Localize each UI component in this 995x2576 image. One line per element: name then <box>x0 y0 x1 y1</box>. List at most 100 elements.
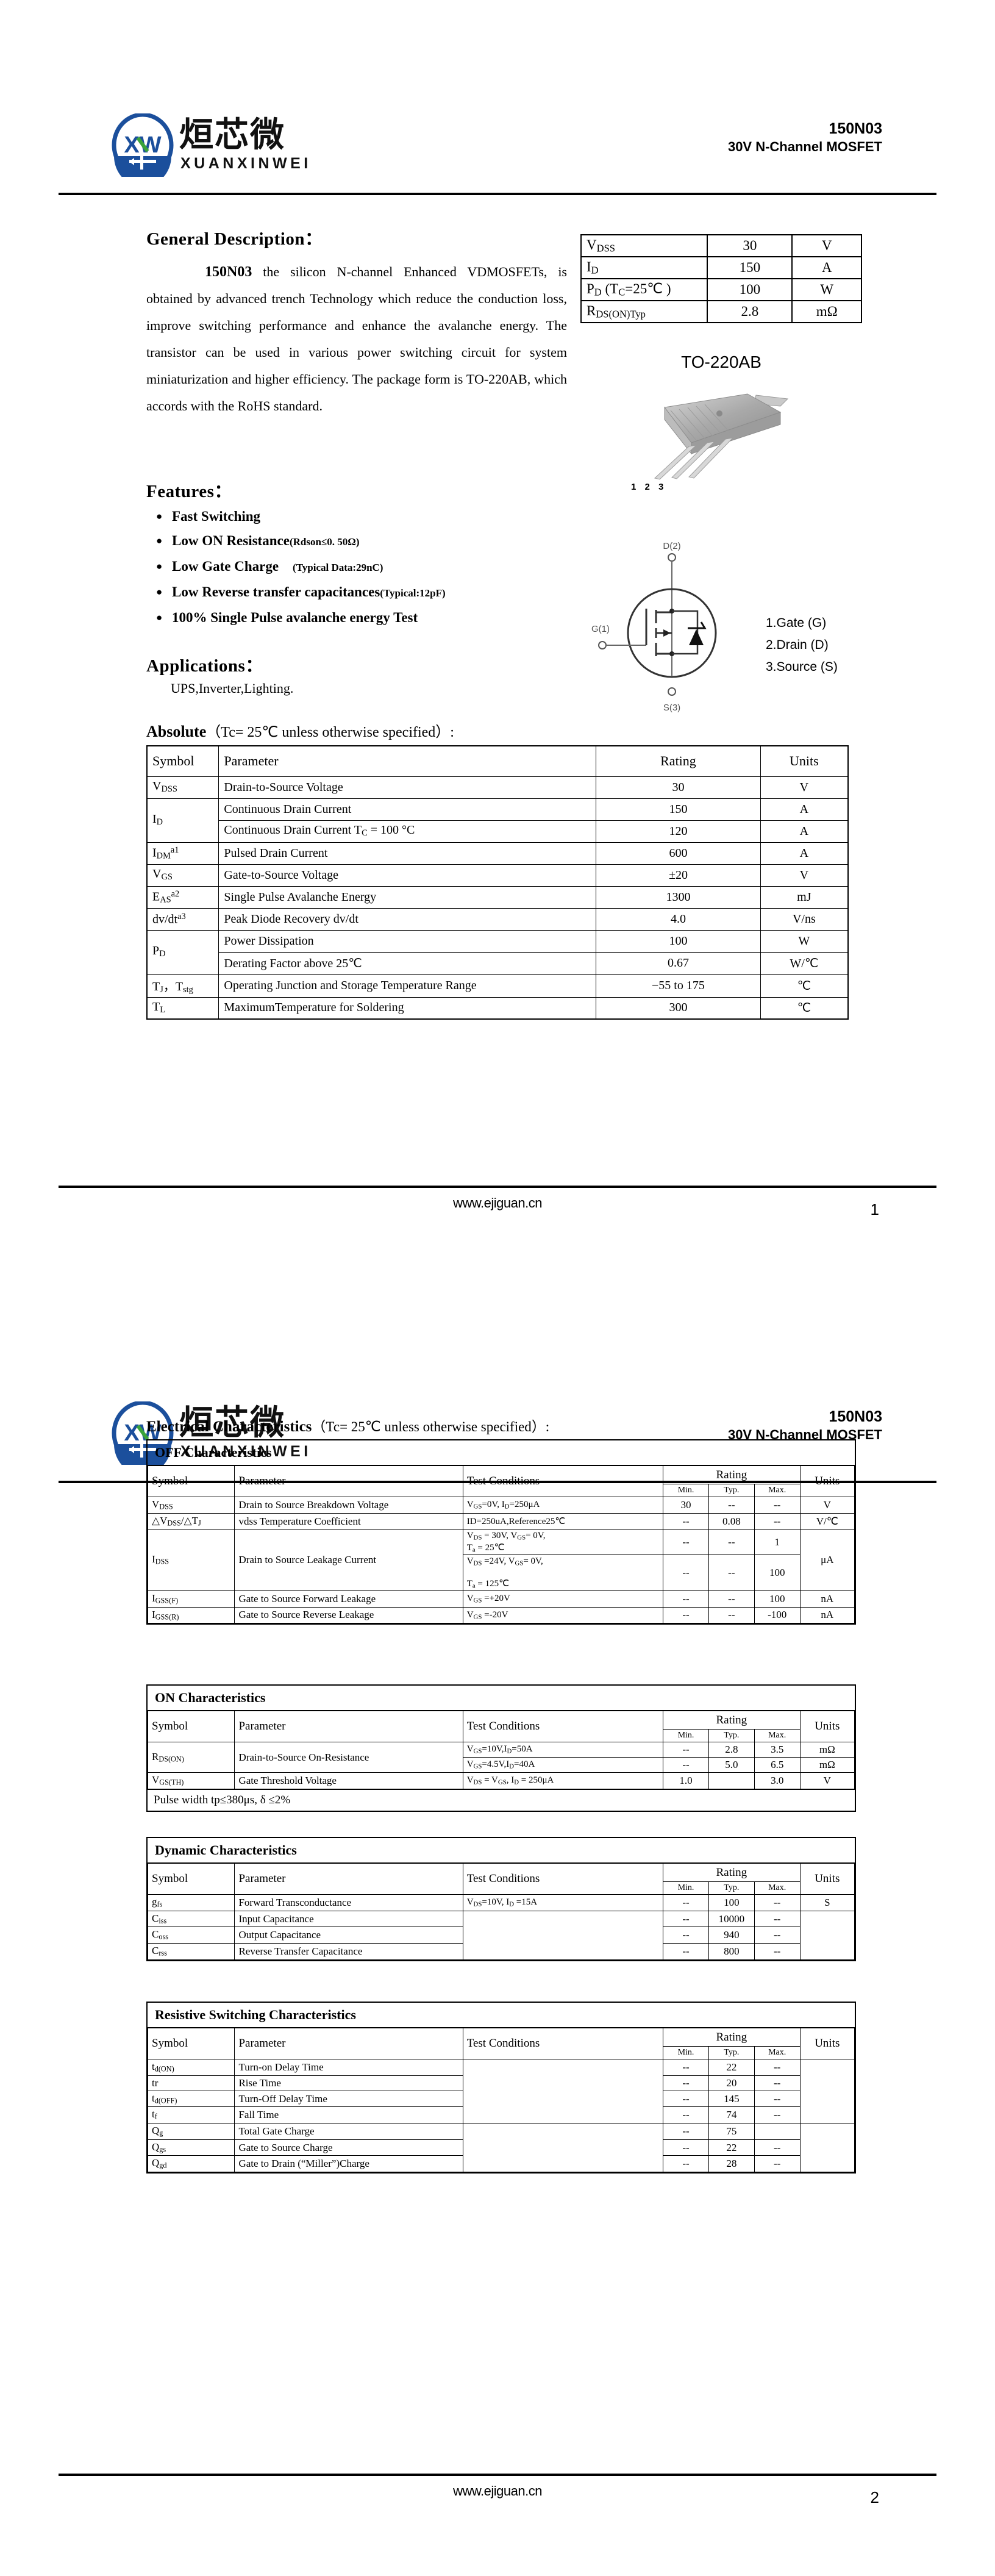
cell-parameter: Gate to Source Charge <box>234 2139 463 2156</box>
cell-test-conditions: VGS=10V,ID=50A <box>462 1742 664 1758</box>
cell-typ: -- <box>708 1590 755 1608</box>
feature-note: (Typical Data:29nC) <box>293 562 383 573</box>
cell-rating: 30 <box>596 776 761 799</box>
brand-name-en-2: XUANXINWEI <box>180 1442 312 1460</box>
cell-min: 1.0 <box>663 1772 709 1789</box>
cell-symbol: IGSS(R) <box>147 1606 235 1624</box>
table-row: ID Continuous Drain Current 150 A <box>146 798 849 843</box>
cell-test-conditions: VDS=10V, ID =15A <box>462 1894 664 1911</box>
cell-rating: −55 to 175 <box>596 973 761 998</box>
page-2: XW 烜芯微 XUANXINWEI 150N03 30V N-Channel M… <box>0 1288 995 2576</box>
feature-item: Low Gate Charge (Typical Data:29nC) <box>156 556 573 578</box>
summary-unit: A <box>791 256 862 279</box>
cell-parameter: Input Capacitance <box>234 1910 463 1928</box>
cell-min: -- <box>663 2139 709 2156</box>
cell-min: -- <box>663 1529 709 1556</box>
cell-parameter: Rise Time <box>234 2075 463 2091</box>
characteristics-table: Symbol Parameter Test Conditions Rating Unit… <box>147 1863 855 1960</box>
cell-symbol: Coss <box>147 1927 235 1944</box>
feature-item: Fast Switching <box>156 506 573 526</box>
feature-item: Low Reverse transfer capacitances(Typica… <box>156 582 573 603</box>
table-header-row: Symbol Parameter Test Conditions Rating Unit… <box>147 2028 855 2059</box>
cell-units: A <box>760 798 849 821</box>
feature-text: Low Gate Charge <box>172 559 293 574</box>
cell-typ: 100 <box>708 1894 755 1911</box>
page-1: XW 烜芯微 XUANXINWEI 150N03 30V N-Channel M… <box>0 0 995 1288</box>
cell-symbol: △VDSS/△TJ <box>147 1512 235 1530</box>
cell-symbol: Qgd <box>147 2155 235 2173</box>
table-row: VDSS Drain-to-Source Voltage 30 V <box>146 776 849 799</box>
brand-name-en: XUANXINWEI <box>180 154 312 172</box>
cell-min: -- <box>663 1512 709 1530</box>
cell-max: -- <box>754 2106 801 2124</box>
col-min: Min. <box>663 1881 709 1895</box>
col-symbol: Symbol <box>146 745 219 777</box>
cell-typ: -- <box>708 1497 755 1514</box>
col-units: Units <box>799 1863 855 1895</box>
cell-parameter: Total Gate Charge <box>234 2123 463 2140</box>
cell-typ: 22 <box>708 2139 755 2156</box>
table-row: VGS Gate-to-Source Voltage ±20 V <box>146 864 849 887</box>
cell-test-conditions <box>462 2123 664 2173</box>
cell-max: -- <box>754 2155 801 2173</box>
cell-symbol: td(OFF) <box>147 2090 235 2108</box>
col-parameter: Parameter <box>218 745 597 777</box>
cell-units: mΩ <box>799 1742 855 1758</box>
cell-test-conditions: VDS =24V, VGS= 0V, Ta = 125℃ <box>462 1555 664 1591</box>
cell-min: -- <box>663 1742 709 1758</box>
cell-max: 3.5 <box>754 1742 801 1758</box>
col-symbol: Symbol <box>147 1711 235 1742</box>
cell-rating: 1300 <box>596 886 761 909</box>
cell-typ: -- <box>708 1529 755 1556</box>
cell-symbol: TL <box>146 996 219 1020</box>
cell-min: -- <box>663 2090 709 2108</box>
features-list: Fast Switching Low ON Resistance(Rdson≤0.… <box>146 503 573 628</box>
cell-max: -100 <box>754 1606 801 1624</box>
col-parameter: Parameter <box>234 2028 463 2059</box>
cell-min: -- <box>663 2155 709 2173</box>
cell-max: -- <box>754 1910 801 1928</box>
cell-symbol: Ciss <box>147 1910 235 1928</box>
cell-test-conditions: VGS =+20V <box>462 1590 664 1608</box>
table-row: IDMa1 Pulsed Drain Current 600 A <box>146 842 849 865</box>
summary-unit: V <box>791 234 862 257</box>
cell-parameter: Power Dissipation <box>218 929 597 953</box>
table-header-row: Symbol Parameter Test Conditions Rating Unit… <box>147 1465 855 1497</box>
table-row: td(ON) Turn-on Delay Time -- 22 -- <box>147 2058 855 2124</box>
cell-symbol: IGSS(F) <box>147 1590 235 1608</box>
feature-note: (Typical:12pF) <box>380 587 446 599</box>
mosfet-symbol-diagram: D(2) S(3) G(1) <box>580 537 763 714</box>
cell-units <box>799 2123 855 2173</box>
header-product-info-2: 150N03 30V N-Channel MOSFET <box>728 1408 882 1443</box>
feature-text: Low Reverse transfer capacitances <box>172 584 380 599</box>
xxw-logo-icon: XW <box>111 113 174 177</box>
cell-typ: 74 <box>708 2106 755 2124</box>
cell-parameter: Drain to Source Leakage Current <box>234 1529 463 1591</box>
cell-max: -- <box>754 2139 801 2156</box>
feature-note: (Rdson≤0. 50Ω) <box>289 536 360 548</box>
table-row: RDS(ON) Drain-to-Source On-Resistance VGS=… <box>147 1742 855 1773</box>
cell-min: -- <box>663 1910 709 1928</box>
table-row: VGS(TH) Gate Threshold Voltage VDS = VGS, … <box>147 1772 855 1789</box>
col-rating: Rating <box>663 2028 801 2047</box>
cell-symbol: VDSS <box>147 1497 235 1514</box>
page-header: XW 烜芯微 XUANXINWEI 150N03 30V N-Channel M… <box>0 0 995 195</box>
cell-symbol: dv/dta3 <box>146 907 219 931</box>
col-test-conditions: Test Conditions <box>462 2028 664 2059</box>
electrical-title-bold: Electrical Characteristics <box>146 1419 312 1435</box>
table-row: Qgd Gate to Drain (“Miller”)Charge -- 28 -- <box>147 2155 855 2173</box>
cell-units: ℃ <box>760 973 849 998</box>
cell-test-conditions: VDS = VGS, ID = 250μA <box>462 1772 664 1789</box>
cell-parameter: Gate to Source Forward Leakage <box>234 1590 463 1608</box>
cell-min: -- <box>663 1606 709 1624</box>
table-row: Qgs Gate to Source Charge -- 22 -- <box>147 2139 855 2156</box>
cell-units: nA <box>799 1590 855 1608</box>
summary-symbol: RDS(ON)Typ <box>580 300 708 323</box>
summary-ratings-table: VDSS 30 V ID 150 A PD (TC=25℃ ) 100 W RDS(ON)Typ 2… <box>580 234 862 323</box>
table-row: VDS =24V, VGS= 0V, Ta = 125℃ -- -- 100 <box>148 1555 855 1591</box>
summary-symbol: PD (TC=25℃ ) <box>580 278 708 301</box>
table-row: IGSS(F) Gate to Source Forward Leakage VGS… <box>147 1590 855 1608</box>
cell-parameter: Drain-to-Source On-Resistance <box>234 1742 463 1773</box>
features-heading: Features： <box>146 482 232 501</box>
table-row: VDSS Drain to Source Breakdown Voltage VGS… <box>147 1497 855 1514</box>
